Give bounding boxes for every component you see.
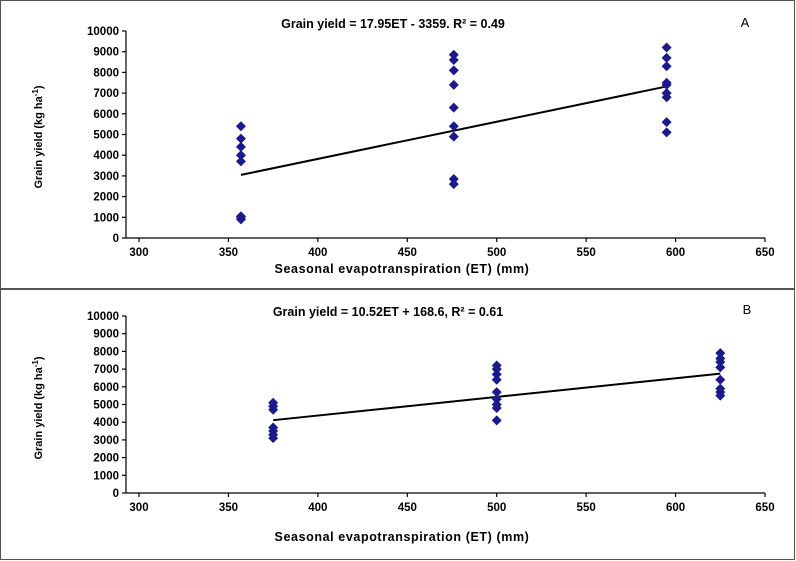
y-axis-title: Grain yield (kg ha-1) bbox=[31, 356, 45, 459]
x-axis-title: Seasonal evapotranspiration (ET) (mm) bbox=[275, 262, 530, 276]
data-point bbox=[491, 387, 502, 398]
y-tick-label: 8000 bbox=[93, 67, 119, 79]
x-axis-title: Seasonal evapotranspiration (ET) (mm) bbox=[275, 530, 530, 544]
data-point bbox=[235, 141, 246, 152]
data-point bbox=[235, 133, 246, 144]
x-tick-label: 350 bbox=[219, 502, 238, 514]
data-point bbox=[661, 61, 672, 72]
data-point bbox=[715, 353, 726, 364]
x-tick-label: 400 bbox=[308, 502, 327, 514]
data-point bbox=[661, 88, 672, 99]
y-tick-label: 9000 bbox=[93, 47, 119, 59]
data-point bbox=[661, 52, 672, 63]
data-point bbox=[448, 102, 459, 113]
data-point bbox=[491, 415, 502, 426]
data-point bbox=[661, 117, 672, 128]
y-tick-label: 2000 bbox=[93, 453, 119, 465]
panel-letter: A bbox=[741, 15, 750, 30]
data-point bbox=[491, 399, 502, 410]
data-point bbox=[448, 174, 459, 185]
chart-panel-b: 0 1000 2000 3000 4000 5000 6000 7000 8000 9000 100… bbox=[0, 289, 795, 560]
data-point bbox=[235, 156, 246, 167]
x-tick-label: 650 bbox=[755, 247, 774, 259]
regression-equation: Grain yield = 17.95ET - 3359. R² = 0.49 bbox=[281, 17, 505, 31]
x-tick-label: 500 bbox=[487, 502, 506, 514]
x-tick-label: 600 bbox=[666, 502, 685, 514]
x-tick-label: 300 bbox=[129, 247, 148, 259]
data-point bbox=[268, 397, 279, 408]
x-tick-label: 500 bbox=[487, 247, 506, 259]
y-tick-label: 2000 bbox=[93, 192, 119, 204]
y-tick-label: 3000 bbox=[93, 435, 119, 447]
data-point bbox=[491, 394, 502, 405]
y-tick-label: 1000 bbox=[93, 212, 119, 224]
x-tick-label: 600 bbox=[666, 247, 685, 259]
data-point bbox=[661, 42, 672, 53]
x-tick-label: 550 bbox=[577, 502, 596, 514]
y-tick-label: 3000 bbox=[93, 171, 119, 183]
x-tick-label: 300 bbox=[129, 502, 148, 514]
x-tick-label: 550 bbox=[577, 247, 596, 259]
y-axis-title: Grain yield (kg ha-1) bbox=[31, 85, 45, 188]
data-point bbox=[661, 77, 672, 88]
data-point bbox=[715, 374, 726, 385]
y-tick-label: 4000 bbox=[93, 417, 119, 429]
data-point bbox=[491, 360, 502, 371]
data-point bbox=[715, 348, 726, 359]
data-point bbox=[715, 383, 726, 394]
data-point bbox=[448, 121, 459, 132]
y-tick-label: 6000 bbox=[93, 109, 119, 121]
y-tick-label: 10000 bbox=[87, 311, 119, 323]
chart-panel-a: 0 1000 2000 3000 4000 5000 6000 7000 8000 9000 100… bbox=[0, 0, 795, 289]
data-point bbox=[235, 150, 246, 161]
data-point bbox=[268, 422, 279, 433]
y-tick-label: 8000 bbox=[93, 346, 119, 358]
x-tick-label: 450 bbox=[398, 247, 417, 259]
data-point bbox=[448, 65, 459, 76]
data-point bbox=[661, 127, 672, 138]
data-point bbox=[235, 211, 246, 222]
data-point bbox=[235, 121, 246, 132]
data-point bbox=[448, 49, 459, 60]
chart-a-svg: 0 1000 2000 3000 4000 5000 6000 7000 8000 9000 100… bbox=[31, 15, 775, 276]
y-tick-label: 0 bbox=[113, 233, 119, 245]
data-point bbox=[448, 54, 459, 65]
data-point bbox=[448, 79, 459, 90]
y-tick-label: 7000 bbox=[93, 88, 119, 100]
x-tick-label: 400 bbox=[308, 247, 327, 259]
y-tick-label: 6000 bbox=[93, 382, 119, 394]
panel-letter: B bbox=[743, 302, 752, 317]
x-tick-label: 650 bbox=[755, 502, 774, 514]
data-point bbox=[491, 369, 502, 380]
y-tick-label: 7000 bbox=[93, 364, 119, 376]
regression-equation: Grain yield = 10.52ET + 168.6, R² = 0.61 bbox=[273, 305, 503, 319]
y-tick-label: 5000 bbox=[93, 130, 119, 142]
x-tick-label: 450 bbox=[398, 502, 417, 514]
data-point bbox=[448, 179, 459, 190]
y-tick-label: 1000 bbox=[93, 470, 119, 482]
data-point bbox=[491, 374, 502, 385]
y-tick-label: 4000 bbox=[93, 150, 119, 162]
y-tick-label: 5000 bbox=[93, 400, 119, 412]
y-tick-label: 10000 bbox=[87, 26, 119, 38]
y-tick-label: 9000 bbox=[93, 329, 119, 341]
chart-b-svg: 0 1000 2000 3000 4000 5000 6000 7000 8000 9000 100… bbox=[31, 302, 775, 544]
x-tick-label: 350 bbox=[219, 247, 238, 259]
data-point bbox=[715, 362, 726, 373]
data-point bbox=[448, 131, 459, 142]
y-tick-label: 0 bbox=[113, 488, 119, 500]
